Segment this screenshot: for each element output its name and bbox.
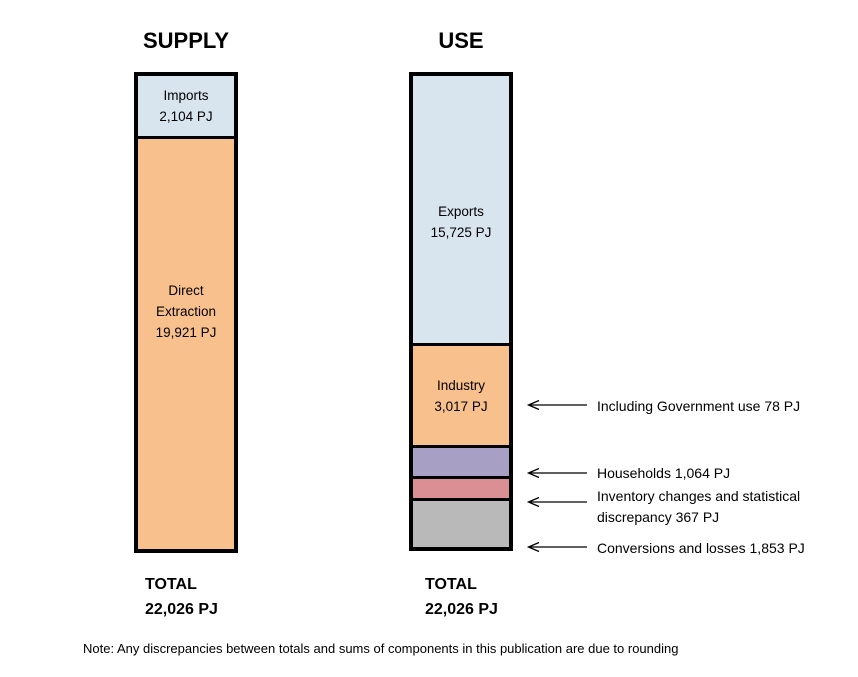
segment-value: 2,104 PJ [159, 109, 213, 124]
use-column-title: USE [438, 28, 484, 53]
total-label: TOTAL [145, 576, 197, 593]
supply-bar: Imports 2,104 PJ Direct Extraction 19,92… [134, 72, 238, 553]
arrow-to-inventory-icon [526, 496, 587, 508]
use-segment-exports: Exports 15,725 PJ [413, 76, 509, 346]
supply-segment-direct-extraction: Direct Extraction 19,921 PJ [138, 139, 234, 549]
use-segment-households [413, 448, 509, 479]
rounding-note: Note: Any discrepancies between totals a… [83, 641, 679, 656]
annotation-government-use: Including Government use 78 PJ [597, 398, 801, 414]
total-value: 22,026 PJ [145, 601, 218, 618]
supply-total: TOTAL 22,026 PJ [145, 572, 218, 622]
annotation-inventory-changes: Inventory changes and statistical discre… [597, 488, 801, 525]
arrow-to-households-icon [526, 467, 587, 479]
use-segment-inventory-changes [413, 479, 509, 501]
segment-label: Industry [436, 377, 486, 393]
supply-column-title: SUPPLY [142, 28, 229, 53]
annotation-conversions-losses: Conversions and losses 1,853 PJ [597, 540, 805, 556]
annotation-households: Households 1,064 PJ [597, 465, 731, 481]
segment-label: Exports [438, 203, 484, 219]
segment-value: 19,921 PJ [155, 324, 217, 340]
use-segment-conversions-losses [413, 501, 509, 547]
supply-segment-imports: Imports 2,104 PJ [138, 76, 234, 139]
use-bar: Exports 15,725 PJ Industry 3,017 PJ [409, 72, 513, 551]
total-value: 22,026 PJ [425, 601, 498, 618]
arrow-to-industry-icon [526, 399, 587, 411]
arrow-to-conversions-icon [526, 541, 587, 553]
use-total: TOTAL 22,026 PJ [425, 572, 498, 622]
segment-label: Direct Extraction [155, 282, 217, 319]
total-label: TOTAL [425, 576, 477, 593]
segment-value: 15,725 PJ [430, 224, 492, 240]
use-segment-industry: Industry 3,017 PJ [413, 346, 509, 448]
segment-value: 3,017 PJ [434, 398, 488, 414]
segment-label: Imports [163, 88, 209, 103]
